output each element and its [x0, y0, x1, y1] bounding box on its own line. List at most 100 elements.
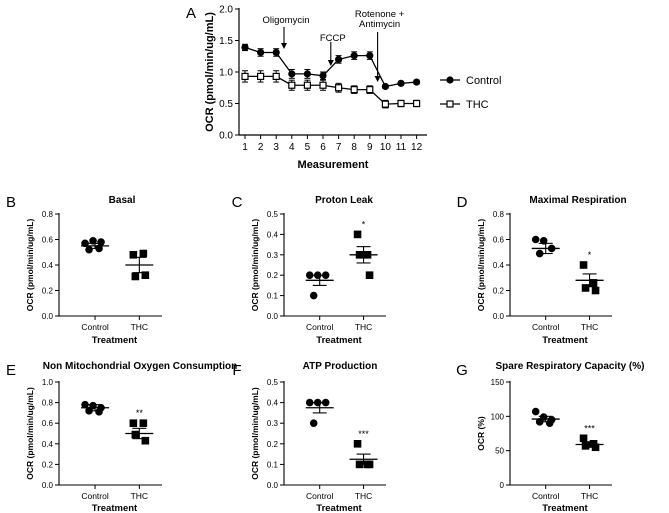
- data-point-control: [81, 400, 89, 409]
- data-point-control: [531, 235, 540, 244]
- y-tick-label: 0.2: [267, 271, 279, 280]
- y-tick-label: 0.8: [42, 210, 54, 219]
- x-axis-title: Treatment: [316, 503, 362, 513]
- y-axis-title: OCR (pmol/min/ug/mL): [476, 219, 486, 312]
- y-tick-label: 0.3: [267, 251, 279, 260]
- data-point-control: [305, 271, 314, 280]
- panel-letter-e: E: [6, 362, 16, 379]
- data-point-thc: [129, 419, 138, 428]
- data-point-thc: [319, 81, 327, 89]
- data-point-control: [539, 413, 548, 421]
- annotation-label: Rotenone +: [355, 9, 405, 20]
- panel-title-f: ATP Production: [303, 361, 378, 372]
- data-point-control: [335, 55, 343, 64]
- x-tick-label: Control: [306, 322, 334, 332]
- y-axis-title: OCR (pmol/min/ug/mL): [250, 387, 260, 480]
- data-point-thc: [365, 460, 374, 469]
- panel-title-c: Proton Leak: [315, 195, 373, 206]
- x-tick-label: 7: [336, 142, 342, 153]
- data-point-thc: [303, 81, 311, 89]
- data-point-thc: [131, 272, 140, 281]
- data-point-thc: [141, 271, 150, 280]
- y-tick-label: 0.0: [219, 131, 233, 142]
- y-tick-label: 100: [491, 412, 505, 421]
- y-tick-label: 0.2: [267, 440, 279, 449]
- data-point-thc: [363, 251, 372, 259]
- y-tick-label: 1.5: [219, 36, 233, 47]
- x-tick-label: 3: [273, 142, 279, 153]
- y-tick-label: 0.8: [493, 210, 505, 219]
- data-point-control: [321, 398, 330, 407]
- panel-letter-c: C: [232, 194, 243, 211]
- data-point-thc: [366, 86, 374, 94]
- data-point-thc: [355, 460, 364, 469]
- x-tick-label: 10: [380, 142, 392, 153]
- x-axis-title: Treatment: [542, 503, 588, 513]
- x-tick-label: THC: [131, 491, 148, 501]
- data-point-control: [85, 407, 93, 415]
- x-tick-label: Control: [532, 491, 560, 501]
- data-point-thc: [141, 436, 150, 445]
- y-tick-label: 0.6: [42, 236, 54, 245]
- data-point-thc: [353, 440, 362, 448]
- x-axis-title: Treatment: [542, 335, 588, 346]
- y-tick-label: 0.0: [42, 312, 54, 321]
- y-tick-label: 0.4: [42, 440, 54, 449]
- x-tick-label: 12: [411, 142, 423, 153]
- data-point-control: [535, 249, 544, 258]
- x-tick-label: Control: [532, 322, 560, 332]
- x-tick-label: Control: [306, 491, 334, 501]
- x-tick-label: 8: [351, 142, 357, 153]
- y-axis-title: OCR (%): [476, 416, 486, 451]
- legend-label: Control: [466, 75, 501, 87]
- significance-marker: *: [362, 219, 366, 229]
- y-tick-label: 0.4: [267, 399, 279, 408]
- data-point-thc: [353, 230, 362, 239]
- data-point-thc: [365, 271, 374, 280]
- y-tick-label: 0.1: [267, 292, 279, 301]
- panel-title-b: Basal: [109, 195, 136, 206]
- data-point-control: [539, 236, 548, 245]
- data-point-control: [535, 418, 544, 426]
- x-axis-title: Treatment: [92, 335, 138, 346]
- legend-marker-thc: [446, 100, 454, 108]
- data-point-control: [313, 271, 322, 280]
- data-point-control: [288, 70, 296, 78]
- x-axis-title: Treatment: [316, 335, 362, 346]
- data-point-thc: [131, 430, 140, 439]
- y-tick-label: 0.6: [42, 419, 54, 428]
- annotation-arrowhead: [281, 43, 287, 49]
- x-tick-label: THC: [581, 322, 598, 332]
- data-point-control: [305, 398, 314, 407]
- data-point-control: [413, 78, 421, 86]
- y-tick-label: 0.0: [493, 312, 505, 321]
- data-point-control: [381, 82, 389, 91]
- y-tick-label: 1.0: [219, 68, 233, 79]
- annotation-arrowhead: [374, 76, 381, 82]
- data-point-control: [350, 52, 358, 60]
- y-axis-title: OCR (pmol/min/ug/mL): [204, 12, 216, 132]
- data-point-control: [321, 271, 330, 280]
- data-point-thc: [257, 72, 265, 81]
- data-point-control: [257, 48, 265, 57]
- y-tick-label: 0.5: [267, 210, 279, 219]
- data-point-control: [397, 79, 405, 87]
- y-tick-label: 50: [495, 447, 504, 456]
- data-point-thc: [579, 261, 588, 269]
- data-point-thc: [589, 279, 598, 287]
- y-axis-title: OCR (pmol/min/ug/mL): [250, 219, 260, 312]
- x-tick-label: 5: [305, 142, 311, 153]
- panel-title-d: Maximal Respiration: [529, 195, 626, 206]
- significance-marker: *: [588, 250, 592, 260]
- y-tick-label: 0.2: [42, 460, 54, 469]
- y-tick-label: 0.5: [267, 378, 279, 387]
- data-point-control: [309, 419, 318, 428]
- x-tick-label: Control: [81, 322, 109, 332]
- annotation-label: FCCP: [320, 33, 346, 44]
- panel-title-g: Spare Respiratory Capacity (%): [496, 361, 645, 372]
- data-point-thc: [591, 286, 600, 295]
- data-point-thc: [288, 81, 296, 89]
- y-tick-label: 0.2: [42, 287, 54, 296]
- x-tick-label: 11: [396, 142, 407, 153]
- data-point-control: [309, 291, 318, 300]
